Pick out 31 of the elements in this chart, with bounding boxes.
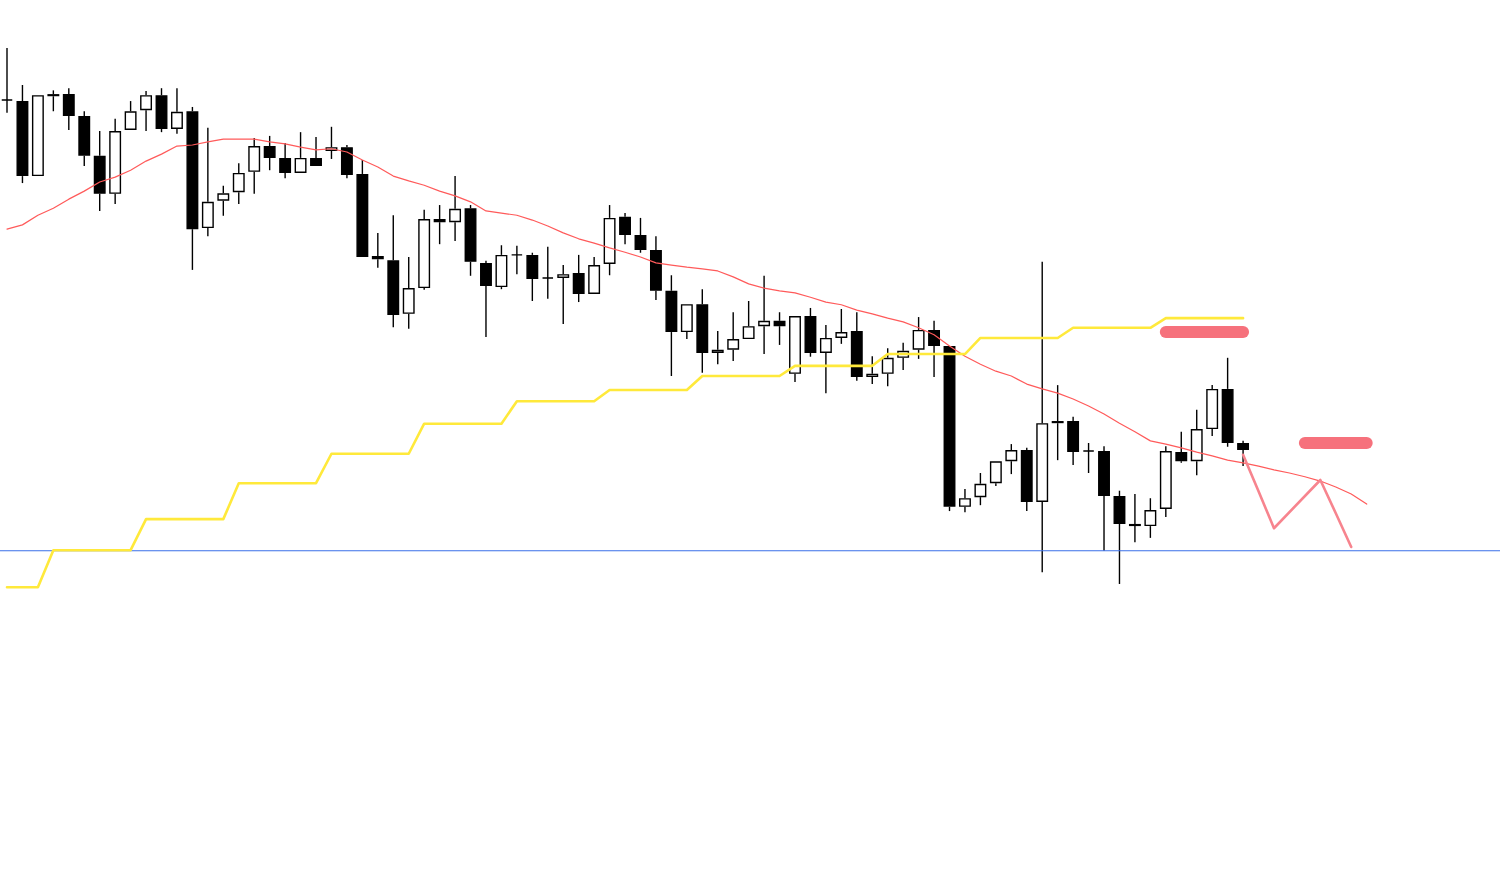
candlestick bbox=[727, 311, 740, 362]
candlestick bbox=[109, 118, 122, 205]
candlestick bbox=[1051, 384, 1064, 461]
candlestick bbox=[1175, 431, 1188, 464]
candlestick bbox=[928, 320, 941, 378]
candlestick bbox=[1128, 493, 1141, 543]
candlestick bbox=[1159, 445, 1172, 518]
candlestick bbox=[449, 175, 462, 242]
candlestick bbox=[62, 87, 75, 131]
candlestick bbox=[850, 311, 863, 382]
candlestick bbox=[201, 127, 214, 237]
candlestick bbox=[649, 235, 662, 301]
candlestick bbox=[1098, 445, 1110, 552]
candlestick bbox=[1237, 440, 1250, 467]
candlestick bbox=[279, 142, 292, 179]
candlestick bbox=[510, 245, 523, 275]
candlestick bbox=[959, 488, 971, 513]
candlestick bbox=[371, 232, 384, 269]
candlestick bbox=[758, 275, 771, 355]
candlestick bbox=[541, 246, 554, 300]
candlestick bbox=[619, 212, 631, 245]
candlestick bbox=[1206, 384, 1219, 437]
candlestick bbox=[340, 144, 353, 179]
candlestick bbox=[1067, 416, 1080, 466]
candlestick bbox=[418, 209, 431, 291]
candlestick bbox=[480, 260, 492, 338]
candlestick bbox=[1036, 261, 1049, 573]
candlestick bbox=[140, 90, 153, 132]
candlestick bbox=[819, 324, 832, 394]
candlestick bbox=[171, 87, 183, 135]
candlestick bbox=[1, 47, 13, 114]
